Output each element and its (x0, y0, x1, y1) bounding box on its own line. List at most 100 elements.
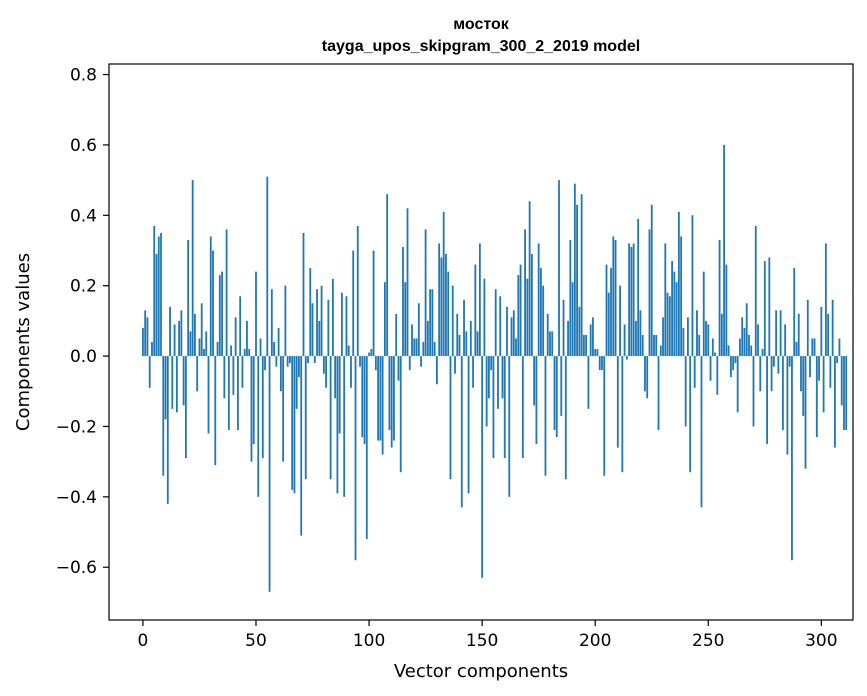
bar-41 (234, 317, 237, 357)
bar-60 (277, 327, 280, 357)
y-tick-label: 0.4 (70, 206, 97, 226)
bar-36 (223, 356, 226, 399)
bar-299 (818, 356, 820, 381)
bar-196 (585, 334, 588, 357)
bar-47 (248, 349, 251, 357)
bar-6 (155, 254, 158, 357)
bar-223 (646, 356, 649, 399)
bar-44 (241, 356, 244, 388)
bar-79 (320, 285, 323, 357)
bar-192 (576, 204, 579, 357)
bar-35 (221, 271, 223, 357)
bar-96 (359, 356, 361, 367)
bar-278 (770, 356, 773, 392)
bar-113 (397, 356, 400, 381)
bar-145 (469, 320, 472, 357)
bar-88 (341, 292, 343, 357)
y-tick-label: −0.6 (56, 558, 97, 578)
bar-86 (336, 356, 339, 494)
bar-110 (390, 356, 393, 448)
bar-117 (406, 208, 409, 357)
bar-3 (148, 356, 151, 388)
bar-23 (194, 313, 196, 357)
bar-55 (266, 176, 269, 357)
bar-112 (395, 313, 398, 357)
bar-148 (476, 331, 479, 357)
bar-18 (182, 356, 185, 406)
x-tick-label: 150 (466, 631, 498, 651)
bar-63 (284, 285, 287, 357)
bar-25 (198, 338, 201, 357)
bar-262 (734, 356, 737, 364)
bar-190 (571, 282, 574, 357)
bar-1 (144, 310, 147, 357)
bar-152 (485, 356, 488, 427)
y-tick-label: −0.2 (56, 417, 97, 437)
bar-11 (166, 356, 169, 504)
bar-129 (433, 342, 436, 357)
bar-272 (757, 324, 759, 357)
bar-132 (440, 257, 443, 357)
bar-98 (363, 356, 366, 445)
bar-177 (542, 285, 545, 357)
bar-164 (512, 310, 515, 357)
bar-189 (569, 239, 572, 357)
x-axis-label: Vector components (394, 661, 568, 682)
chart-title: мосток (453, 16, 509, 33)
bar-287 (791, 356, 793, 561)
bar-89 (343, 356, 346, 497)
bar-81 (325, 356, 327, 388)
bar-119 (411, 324, 413, 357)
bar-246 (698, 334, 701, 357)
bar-2 (146, 317, 149, 357)
bar-221 (641, 334, 644, 357)
bar-300 (820, 306, 823, 357)
bar-87 (338, 356, 341, 434)
bar-141 (460, 356, 463, 508)
bar-82 (327, 299, 330, 357)
bar-114 (399, 356, 402, 473)
bar-64 (286, 356, 289, 367)
bar-243 (691, 215, 694, 357)
bar-240 (684, 356, 687, 427)
bar-241 (687, 317, 689, 357)
bar-263 (736, 356, 739, 413)
bar-204 (603, 356, 606, 476)
bar-260 (729, 356, 732, 378)
bar-311 (845, 356, 848, 430)
bar-22 (191, 180, 194, 357)
bar-139 (456, 313, 459, 357)
bar-309 (840, 356, 843, 406)
bar-176 (540, 268, 542, 357)
bar-59 (275, 356, 278, 367)
bar-80 (322, 356, 325, 374)
bar-242 (689, 356, 692, 473)
bar-248 (702, 271, 705, 357)
bar-104 (377, 356, 380, 441)
bar-21 (189, 331, 192, 357)
bar-154 (490, 356, 493, 371)
bar-282 (779, 310, 782, 357)
bar-138 (454, 356, 456, 374)
bar-168 (521, 356, 524, 459)
bar-238 (680, 236, 683, 357)
bar-131 (438, 243, 441, 357)
bar-91 (347, 345, 350, 357)
bar-174 (535, 356, 538, 445)
bar-66 (291, 356, 294, 490)
bar-251 (709, 356, 712, 381)
bar-230 (662, 317, 664, 357)
bar-220 (639, 310, 642, 357)
bar-171 (528, 201, 531, 357)
x-axis-ticks: 0 50 100 150 200 250 300 (138, 620, 838, 651)
bar-284 (784, 324, 787, 357)
y-axis-label: Components values (13, 253, 34, 431)
bar-75 (311, 303, 314, 357)
bar-101 (370, 349, 373, 357)
bar-128 (431, 289, 434, 357)
bar-37 (225, 229, 228, 357)
bar-90 (345, 296, 348, 357)
bar-111 (393, 356, 395, 441)
bar-307 (836, 356, 839, 364)
bar-273 (759, 356, 762, 392)
